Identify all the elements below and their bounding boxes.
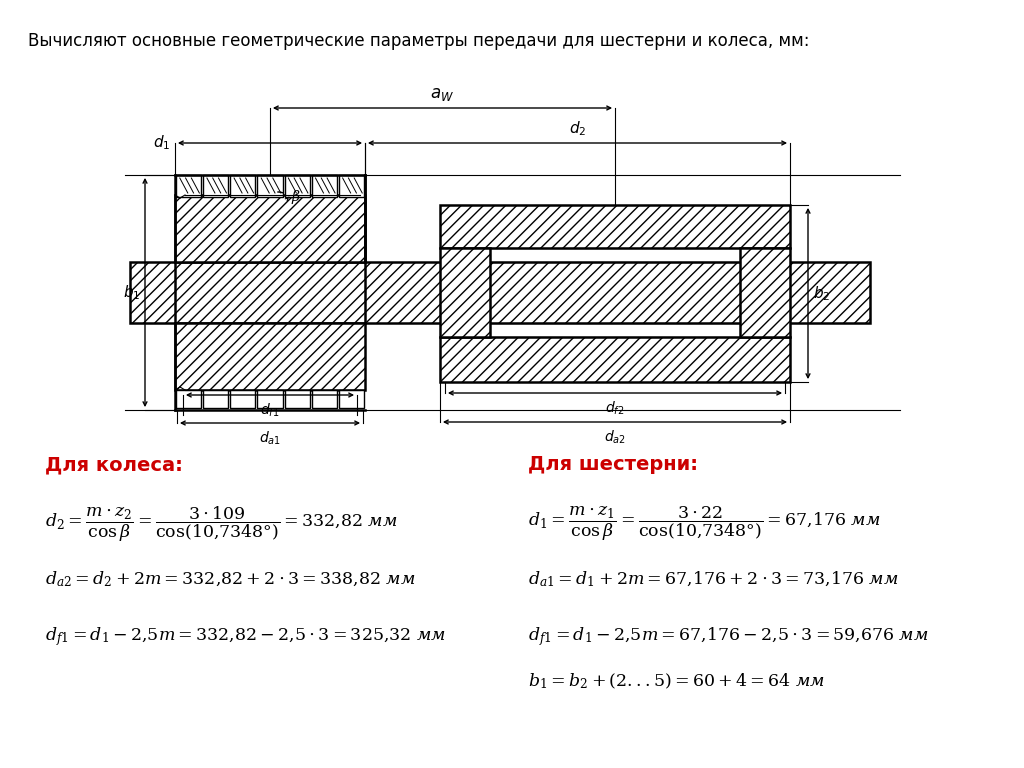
- Text: $b_2$: $b_2$: [813, 284, 830, 303]
- Polygon shape: [176, 175, 201, 197]
- Polygon shape: [440, 205, 790, 248]
- Polygon shape: [257, 390, 283, 408]
- Polygon shape: [339, 390, 364, 408]
- Polygon shape: [285, 390, 309, 408]
- Text: $b_1$: $b_1$: [123, 283, 140, 302]
- Polygon shape: [176, 390, 201, 408]
- Polygon shape: [440, 248, 490, 337]
- Polygon shape: [175, 323, 365, 390]
- Polygon shape: [203, 175, 228, 197]
- Polygon shape: [311, 390, 337, 408]
- Text: $d_1$: $d_1$: [153, 134, 170, 152]
- Text: $d_1 = \dfrac{m \cdot z_1}{\cos\beta} = \dfrac{3 \cdot 22}{\cos(10{,}7348{°})} =: $d_1 = \dfrac{m \cdot z_1}{\cos\beta} = …: [528, 505, 881, 544]
- Text: $d_{f1}$: $d_{f1}$: [260, 402, 280, 419]
- Polygon shape: [203, 390, 228, 408]
- Polygon shape: [311, 175, 337, 197]
- Text: $a_W$: $a_W$: [430, 86, 455, 103]
- Text: $d_{a1}$: $d_{a1}$: [259, 430, 281, 448]
- Text: $d_{f1} = d_1 - 2{,}5m = 67{,}176 - 2{,}5 \cdot 3 = 59{,}676\ \mathit{мм}$: $d_{f1} = d_1 - 2{,}5m = 67{,}176 - 2{,}…: [528, 625, 929, 648]
- Polygon shape: [440, 337, 790, 382]
- Polygon shape: [339, 175, 364, 197]
- Text: $d_2 = \dfrac{m \cdot z_2}{\cos\beta} = \dfrac{3 \cdot 109}{\cos(10{,}7348{°})} : $d_2 = \dfrac{m \cdot z_2}{\cos\beta} = …: [45, 505, 397, 545]
- Text: $b_1 = b_2 + (2...5) = 60 + 4 = 64\ \mathit{мм}$: $b_1 = b_2 + (2...5) = 60 + 4 = 64\ \mat…: [528, 672, 825, 691]
- Polygon shape: [285, 175, 309, 197]
- Polygon shape: [230, 390, 255, 408]
- Text: $d_{a2}$: $d_{a2}$: [604, 429, 626, 446]
- Text: $d_2$: $d_2$: [568, 119, 586, 138]
- Text: Вычисляют основные геометрические параметры передачи для шестерни и колеса, мм:: Вычисляют основные геометрические параме…: [28, 32, 810, 50]
- Polygon shape: [130, 262, 870, 323]
- Text: $d_{a2} = d_2 + 2m = 332{,}82 + 2 \cdot 3 = 338{,}82\ \mathit{мм}$: $d_{a2} = d_2 + 2m = 332{,}82 + 2 \cdot …: [45, 570, 416, 589]
- Text: β: β: [291, 190, 299, 204]
- Polygon shape: [230, 175, 255, 197]
- Text: Для колеса:: Для колеса:: [45, 455, 183, 474]
- Text: Для шестерни:: Для шестерни:: [528, 455, 698, 474]
- Text: $d_{f1} = d_1 - 2{,}5m = 332{,}82 - 2{,}5 \cdot 3 = 325{,}32\ \mathit{мм}$: $d_{f1} = d_1 - 2{,}5m = 332{,}82 - 2{,}…: [45, 625, 445, 648]
- Text: $d_{a1} = d_1 + 2m = 67{,}176 + 2 \cdot 3 = 73{,}176\ \mathit{мм}$: $d_{a1} = d_1 + 2m = 67{,}176 + 2 \cdot …: [528, 570, 898, 589]
- Polygon shape: [740, 248, 790, 337]
- Polygon shape: [257, 175, 283, 197]
- Polygon shape: [175, 195, 365, 262]
- Text: $d_{f2}$: $d_{f2}$: [605, 400, 625, 417]
